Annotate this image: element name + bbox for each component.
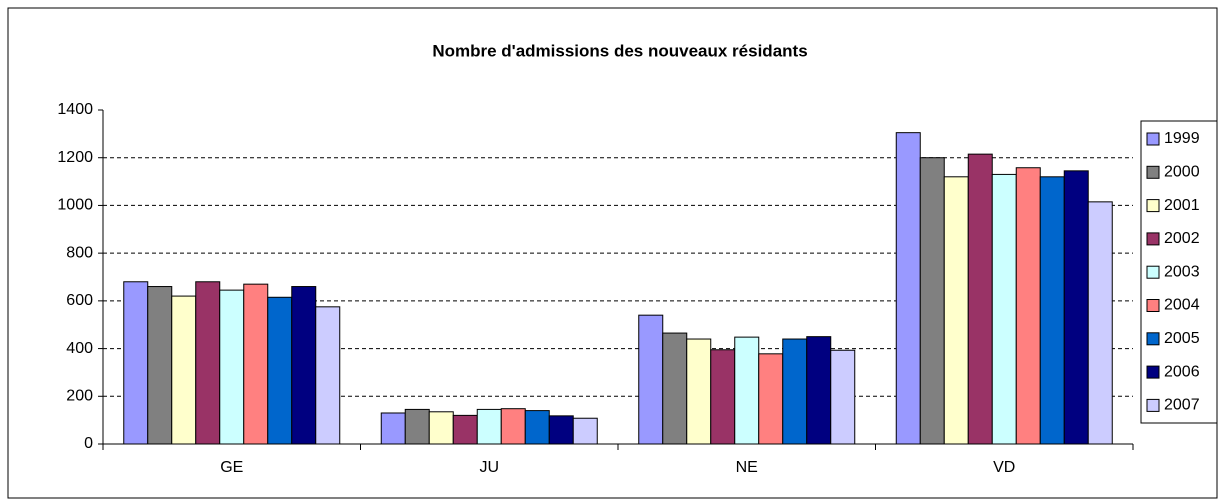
legend-swatch — [1146, 165, 1160, 179]
bar — [782, 338, 808, 445]
legend-swatch — [1146, 199, 1160, 213]
bar — [195, 281, 221, 445]
x-tick-label: GE — [220, 459, 243, 476]
x-tick-label: JU — [479, 459, 499, 476]
legend-label: 1999 — [1164, 130, 1200, 147]
x-tick-label: VD — [993, 459, 1015, 476]
y-tick-label: 1000 — [57, 197, 93, 214]
legend-swatch — [1146, 332, 1160, 346]
bar — [267, 296, 293, 445]
bar — [380, 412, 406, 445]
y-tick-label: 600 — [66, 292, 93, 309]
bar — [967, 153, 993, 445]
legend-swatch — [1146, 265, 1160, 279]
bar — [1087, 201, 1113, 445]
bar — [147, 286, 173, 445]
bar — [919, 157, 945, 445]
bar — [572, 417, 598, 445]
legend-swatch — [1146, 132, 1160, 146]
legend-label: 2007 — [1164, 397, 1200, 414]
legend-label: 2006 — [1164, 363, 1200, 380]
legend-swatch — [1146, 232, 1160, 246]
bar — [638, 314, 664, 445]
legend-label: 2001 — [1164, 197, 1200, 214]
x-tick-label: NE — [736, 459, 758, 476]
bar — [500, 408, 526, 445]
legend-label: 2003 — [1164, 263, 1200, 280]
y-tick-label: 400 — [66, 340, 93, 357]
bar — [943, 176, 969, 445]
legend-swatch — [1146, 299, 1160, 312]
y-tick-label: 0 — [84, 435, 93, 452]
bar — [291, 286, 317, 445]
bar — [452, 414, 478, 445]
bar — [758, 353, 784, 445]
bar — [548, 415, 574, 445]
y-tick-label: 800 — [66, 244, 93, 261]
bar — [710, 349, 736, 445]
bar — [686, 338, 712, 445]
bar — [315, 306, 341, 445]
legend-label: 2000 — [1164, 164, 1200, 181]
bar — [806, 336, 832, 445]
bar — [895, 132, 921, 445]
bar — [1039, 176, 1065, 445]
bar — [734, 336, 760, 445]
legend-swatch — [1146, 365, 1160, 379]
bar — [476, 408, 502, 445]
bar — [662, 332, 688, 445]
bar — [428, 411, 454, 445]
legend-label: 2002 — [1164, 230, 1200, 247]
legend-label: 2005 — [1164, 330, 1200, 347]
bar — [1015, 167, 1041, 445]
legend-label: 2004 — [1164, 297, 1200, 314]
chart-title: Nombre d'admissions des nouveaux résidan… — [432, 41, 807, 60]
bar — [524, 410, 550, 445]
bar — [219, 289, 245, 445]
bar — [123, 281, 149, 445]
y-tick-label: 1200 — [57, 149, 93, 166]
bar — [243, 283, 269, 445]
bar — [830, 349, 856, 445]
bar — [1063, 170, 1089, 445]
bar — [404, 408, 430, 445]
y-tick-label: 1400 — [57, 101, 93, 118]
bar — [991, 173, 1017, 445]
y-tick-label: 200 — [66, 388, 93, 405]
legend-swatch — [1146, 398, 1160, 412]
bar — [171, 295, 197, 445]
